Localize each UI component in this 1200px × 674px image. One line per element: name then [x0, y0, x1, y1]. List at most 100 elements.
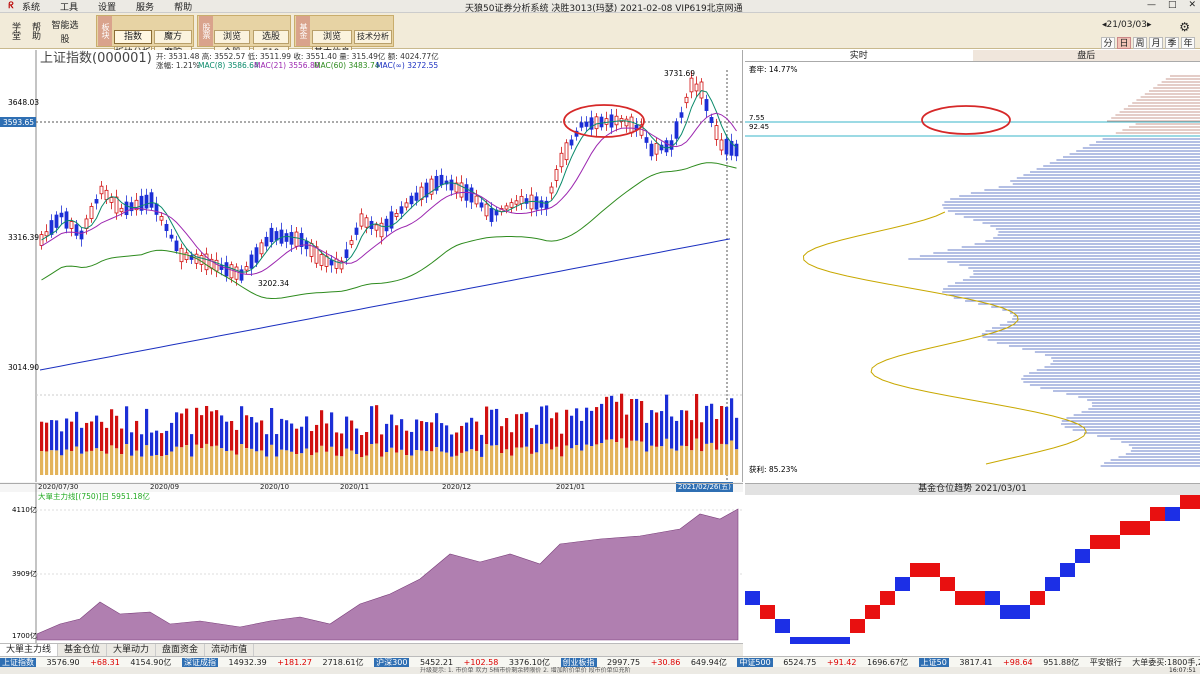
mainf-text: MAC(∞) 3272.55 [376, 61, 438, 70]
candle-body [594, 116, 599, 130]
volume-bar [425, 422, 429, 452]
ticker-name-cyb[interactable]: 创业板指 [560, 658, 597, 667]
menu-system[interactable]: 系统 [22, 2, 41, 13]
volume-bar [595, 407, 599, 445]
volume-bar [410, 431, 414, 456]
prev-date-icon[interactable]: ◂ [1102, 20, 1107, 30]
menu-settings[interactable]: 设置 [98, 2, 117, 13]
button-stock-select[interactable]: 选股 [253, 30, 289, 44]
menu-help[interactable]: 帮助 [174, 2, 193, 13]
period-minute[interactable]: 分 [1101, 37, 1115, 49]
volume-bar [385, 423, 389, 452]
volume-bar [680, 410, 684, 446]
volume-bar [450, 434, 454, 457]
volume-bar [60, 431, 64, 456]
volume-bar [575, 408, 579, 446]
volume-bar-base [225, 451, 229, 475]
ma21-line [41, 112, 737, 275]
volume-bar-base [335, 455, 339, 475]
menu-tools[interactable]: 工具 [60, 2, 79, 13]
price-label-current: 3593.65 [3, 118, 34, 127]
ticker-name-pingan[interactable]: 平安银行 [1089, 658, 1122, 667]
main-chart[interactable]: 上证指数(000001) 开: 3531.48 高: 3552.57 低: 35… [0, 50, 743, 492]
period-month[interactable]: 月 [1149, 37, 1163, 49]
tab-capital-flow[interactable]: 盘面资金 [156, 644, 206, 656]
restore-icon[interactable]: □ [1167, 0, 1177, 10]
ticker-name-sh[interactable]: 上证指数 [0, 658, 36, 667]
volume-bar [510, 432, 514, 456]
minimize-icon[interactable]: — [1146, 0, 1156, 10]
volume-bar-base [320, 445, 324, 475]
volume-bar [690, 420, 694, 451]
ticker-name-sz50[interactable]: 上证50 [918, 658, 949, 667]
fund-block [1105, 535, 1120, 549]
volume-bar [300, 426, 304, 454]
tab-fund-position[interactable]: 基金仓位 [58, 644, 108, 656]
button-stock-browse[interactable]: 浏览 [214, 30, 250, 44]
gear-icon[interactable]: ⚙ [1179, 20, 1190, 34]
volume-bar [660, 411, 664, 447]
ticker-v3-sz: 2718.61亿 [322, 658, 364, 667]
volume-bar-base [665, 438, 669, 475]
close-icon[interactable]: ✕ [1188, 0, 1196, 10]
fund-block [910, 563, 925, 577]
tab-after-hours[interactable]: 盘后 [972, 50, 1200, 61]
menu-service[interactable]: 服务 [136, 2, 155, 13]
volume-bar [200, 415, 204, 449]
candle-body [254, 247, 259, 263]
volume-bar [55, 420, 59, 451]
volume-bar-base [385, 451, 389, 475]
candle-body [139, 195, 144, 211]
candle-body [119, 207, 124, 213]
volume-bar-base [375, 443, 379, 475]
candle-body [589, 117, 594, 130]
toolbar-button-school[interactable]: 学堂 [10, 22, 20, 40]
candle-body [289, 232, 294, 245]
ticker-name-hs300[interactable]: 沪深300 [374, 658, 410, 667]
period-year[interactable]: 年 [1181, 37, 1195, 49]
toolbar-button-smart-select[interactable]: 智能选股 [51, 21, 79, 45]
candle-body [604, 118, 609, 125]
candle-body [339, 260, 344, 270]
volume-bar [430, 422, 434, 452]
ticker-name-sz[interactable]: 深证成指 [181, 658, 218, 667]
candle-body [374, 224, 379, 231]
period-day[interactable]: 日 [1117, 37, 1131, 49]
ticker-name-zz500[interactable]: 中证500 [737, 658, 773, 667]
low-label: 3202.34 [258, 279, 289, 288]
candle-body [234, 266, 239, 280]
candle-body [649, 143, 654, 157]
toolbar-button-help[interactable]: 帮助 [30, 22, 40, 40]
tab-float-value[interactable]: 流动市值 [205, 644, 255, 656]
volume-bar [345, 416, 349, 449]
volume-bar [605, 396, 609, 440]
tab-main-force-line[interactable]: 大單主力线 [0, 644, 59, 656]
candle-body [599, 116, 604, 128]
tab-main-force-power[interactable]: 大單动力 [107, 644, 157, 656]
period-quarter[interactable]: 季 [1165, 37, 1179, 49]
button-fund-browse[interactable]: 浏览 [312, 30, 352, 44]
volume-bar [390, 414, 394, 448]
candle-body [394, 213, 399, 217]
volume-bar [340, 433, 344, 457]
tab-realtime[interactable]: 实时 [745, 50, 973, 61]
volume-bar-base [130, 455, 134, 475]
volume-bar [190, 434, 194, 457]
volume-bar-base [355, 454, 359, 475]
volume-bar [470, 417, 474, 450]
volume-bar-base [410, 455, 414, 475]
button-tech-analysis[interactable]: 技术分析 [354, 30, 392, 44]
volume-bar [535, 424, 539, 453]
next-date-icon[interactable]: ▸ [1146, 20, 1152, 30]
button-index[interactable]: 指数 [114, 30, 152, 44]
fund-block [805, 637, 820, 644]
button-cube[interactable]: 魔方 [154, 30, 192, 44]
date-navigator[interactable]: ◂21/03/03▸ [1102, 20, 1151, 30]
main-force-area [36, 508, 739, 641]
period-week[interactable]: 周 [1133, 37, 1147, 49]
candle-body [69, 221, 74, 229]
candle-body [164, 223, 169, 232]
main-force-chart[interactable]: 大單主力线[(750)]日 5951.18亿 4110亿 3909亿 1700亿 [0, 483, 743, 644]
candle-body [534, 196, 539, 210]
fund-svg [745, 495, 1200, 644]
